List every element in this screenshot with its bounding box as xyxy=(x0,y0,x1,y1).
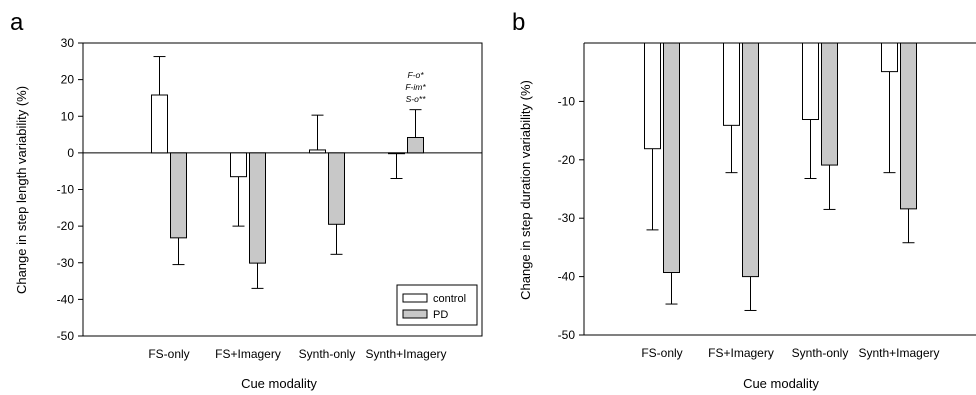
panel-a-x-tick-label: Synth-only xyxy=(299,347,356,361)
panel-b-chart: -50 -40 -30 -20 -10 FS-only FS+Imagery Synth-on… xyxy=(558,42,976,360)
panel-a-y-tick-label: -40 xyxy=(57,292,75,306)
panel-a-y-tick-label: 0 xyxy=(67,146,74,160)
panel-a-y-tick-label: -50 xyxy=(57,329,75,343)
panel-a-significance-annotation: F-o* xyxy=(407,70,424,80)
panel-a-label: a xyxy=(10,9,24,36)
panel-b-bar-control xyxy=(881,42,898,73)
panel-b-bar-pd xyxy=(900,42,917,210)
panel-a-y-axis-title: Change in step length variability (%) xyxy=(14,86,29,294)
panel-a-y-tick-label: -10 xyxy=(57,183,75,197)
panel-b-x-tick-label: FS+Imagery xyxy=(708,346,774,360)
panel-a-x-tick-label: FS-only xyxy=(148,347,189,361)
panel-a-y-tick-label: -20 xyxy=(57,219,75,233)
legend-swatch-pd xyxy=(402,309,428,319)
panel-a-bar-pd xyxy=(328,152,345,225)
panel-b-x-tick-label: FS-only xyxy=(641,346,682,360)
panel-b-y-tick-label: -40 xyxy=(558,270,576,284)
panel-a-bar-control xyxy=(388,152,405,155)
panel-a-chart: -50 -40 -30 -20 -10 0 10 20 30 FS-only FS+Imagery S… xyxy=(57,36,483,361)
panel-b-y-tick-label: -10 xyxy=(558,94,576,108)
panel-a-bar-control xyxy=(309,149,326,154)
panel-a-x-axis-title: Cue modality xyxy=(241,376,317,391)
panel-b-y-tick-label: -20 xyxy=(558,153,576,167)
panel-b-y-tick-label: -30 xyxy=(558,211,576,225)
panel-a-significance-annotation: F-im* xyxy=(405,82,426,92)
panel-b-bar-control xyxy=(723,42,740,126)
panel-a-y-tick-label: 30 xyxy=(61,36,75,50)
legend-label-control: control xyxy=(433,293,466,305)
panel-a-y-tick-label: 10 xyxy=(61,109,75,123)
legend-label-pd: PD xyxy=(433,309,448,321)
panel-a-bar-control xyxy=(151,94,168,154)
legend-swatch-control xyxy=(402,293,428,303)
panel-b-bar-control xyxy=(802,42,819,121)
panel-a-y-tick-label: -30 xyxy=(57,256,75,270)
panel-a-y-tick-label: 20 xyxy=(61,73,75,87)
panel-b-bar-pd xyxy=(742,42,759,278)
panel-b-bar-pd xyxy=(821,42,838,166)
panel-a-significance-annotation: S-o** xyxy=(406,94,427,104)
panel-a-bar-pd xyxy=(170,152,187,239)
panel-b-y-tick-label: -50 xyxy=(558,328,576,342)
panel-a-bar-pd xyxy=(407,136,424,154)
panel-b-bar-control xyxy=(644,42,661,150)
panel-a-bar-control xyxy=(230,152,247,178)
panel-b-bar-pd xyxy=(663,42,680,274)
panel-b-label: b xyxy=(512,9,525,36)
panel-b-x-tick-label: Synth-only xyxy=(792,346,849,360)
panel-b-x-axis-title: Cue modality xyxy=(743,376,819,391)
panel-b-x-tick-label: Synth+Imagery xyxy=(858,346,939,360)
panel-a-bar-pd xyxy=(249,152,266,264)
panel-a-x-tick-label: FS+Imagery xyxy=(215,347,281,361)
panel-a-x-tick-label: Synth+Imagery xyxy=(365,347,446,361)
legend: control PD xyxy=(396,284,478,326)
panel-b-y-axis-title: Change in step duration variability (%) xyxy=(518,80,533,300)
